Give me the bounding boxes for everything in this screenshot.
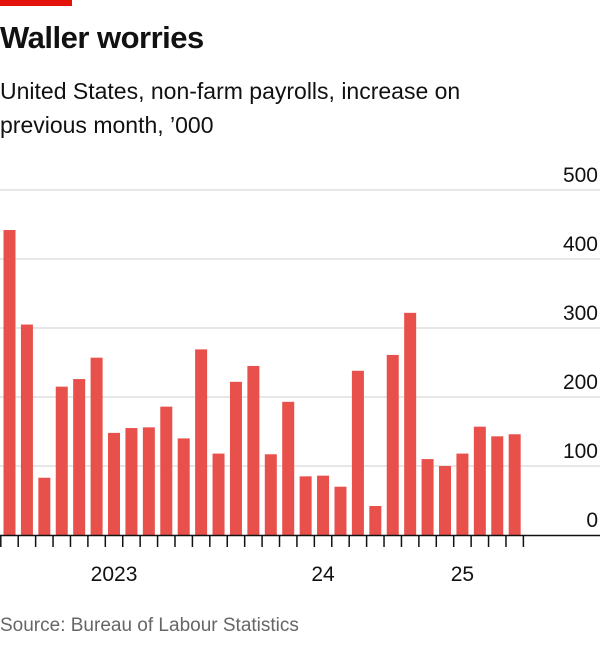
bar	[229, 381, 242, 535]
bar	[108, 432, 121, 535]
bar	[55, 386, 68, 535]
bar	[38, 477, 51, 535]
bar	[282, 401, 295, 535]
bar	[20, 324, 33, 535]
bar	[125, 428, 138, 535]
x-tick-label: 2023	[91, 563, 138, 586]
chart-title: Waller worries	[0, 20, 204, 55]
bar	[142, 427, 155, 535]
bar	[264, 454, 277, 535]
x-tick-label: 24	[311, 563, 335, 586]
bar	[491, 436, 504, 535]
bar	[247, 365, 260, 535]
bar	[317, 475, 330, 535]
bar	[90, 357, 103, 535]
y-tick-label: 300	[563, 302, 598, 325]
bar	[351, 370, 364, 535]
y-tick-label: 0	[586, 509, 598, 532]
x-tick-label: 25	[451, 563, 474, 586]
chart-subtitle: United States, non-farm payrolls, increa…	[0, 78, 461, 138]
bar	[73, 379, 86, 535]
brand-accent-bar	[0, 0, 72, 6]
bar-chart: 0 100 200 300 400 500 2023 24 25	[0, 164, 600, 586]
bar	[177, 438, 190, 535]
bar	[456, 453, 469, 535]
bar	[334, 486, 347, 535]
bar	[439, 466, 451, 535]
bar	[386, 354, 399, 535]
bar	[508, 434, 521, 535]
bar	[369, 506, 382, 535]
source-note: Source: Bureau of Labour Statistics	[0, 615, 299, 636]
bar	[160, 406, 173, 535]
bar	[421, 459, 434, 535]
y-tick-label: 200	[563, 371, 598, 394]
bar	[195, 349, 208, 535]
bar	[473, 426, 486, 535]
y-tick-label: 400	[563, 233, 598, 256]
y-tick-label: 100	[563, 440, 598, 463]
bar	[212, 453, 225, 535]
bar	[3, 230, 16, 535]
bar	[299, 476, 312, 535]
bar	[404, 312, 417, 535]
y-tick-label: 500	[563, 164, 598, 187]
